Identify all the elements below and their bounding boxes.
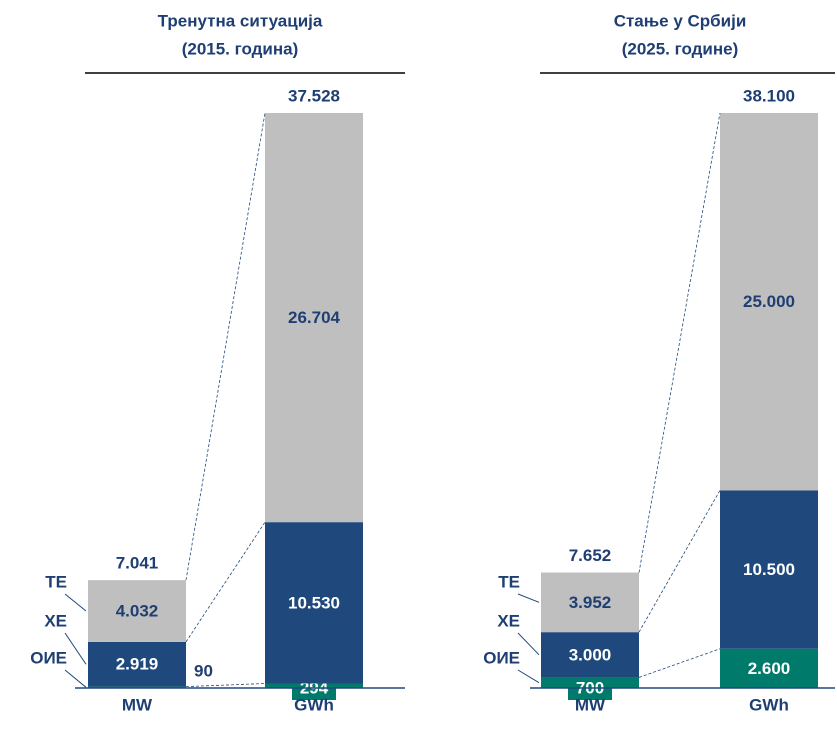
legend-label: ТЕ [498, 572, 520, 591]
legend-leader [517, 593, 540, 603]
bar-segment [541, 632, 639, 678]
bar-segment [720, 113, 818, 491]
connector [185, 521, 266, 643]
bar-segment [265, 113, 363, 523]
connector [185, 112, 266, 581]
chart-subtitle: (2015. година) [182, 39, 299, 58]
value-label: 90 [194, 661, 213, 680]
value-label: 2.919 [116, 655, 159, 674]
chart-title: Стање у Србији [614, 11, 747, 30]
x-tick-label: GWh [749, 695, 789, 714]
value-label: 25.000 [743, 292, 795, 311]
bar-segment [541, 572, 639, 633]
connector [638, 112, 721, 573]
legend-leader [64, 632, 87, 665]
value-label-box [292, 678, 336, 700]
legend-leader [64, 593, 87, 612]
x-tick-label: GWh [294, 695, 334, 714]
value-label: 4.032 [116, 601, 159, 620]
connector [638, 648, 721, 678]
total-label: 38.100 [743, 86, 795, 105]
value-label: 2.600 [748, 659, 791, 678]
bar-segment [88, 641, 186, 687]
chart-title: Тренутна ситуација [158, 11, 323, 30]
bar-segment [265, 522, 363, 684]
legend-label: ОИЕ [30, 648, 67, 667]
value-label: 3.952 [569, 593, 612, 612]
legend-leader [517, 632, 540, 656]
value-label-box [568, 678, 612, 700]
legend-label: ХЕ [497, 611, 520, 630]
total-label: 7.041 [116, 554, 159, 573]
legend-leader [517, 669, 540, 684]
legend-leader [64, 669, 87, 688]
total-label: 37.528 [288, 86, 340, 105]
bar-segment [720, 490, 818, 649]
chart-subtitle: (2025. године) [622, 39, 739, 58]
legend-label: ОИЕ [483, 648, 520, 667]
legend-label: ХЕ [44, 611, 67, 630]
x-tick-label: MW [122, 695, 153, 714]
value-label: 3.000 [569, 645, 612, 664]
legend-label: ТЕ [45, 572, 67, 591]
total-label: 7.652 [569, 546, 612, 565]
connector [185, 683, 266, 688]
x-tick-label: MW [575, 695, 606, 714]
value-label: 10.530 [288, 593, 340, 612]
bar-segment [720, 648, 818, 688]
value-label: 10.500 [743, 560, 795, 579]
bar-segment [88, 580, 186, 642]
value-label: 26.704 [288, 308, 341, 327]
connector [638, 490, 721, 633]
